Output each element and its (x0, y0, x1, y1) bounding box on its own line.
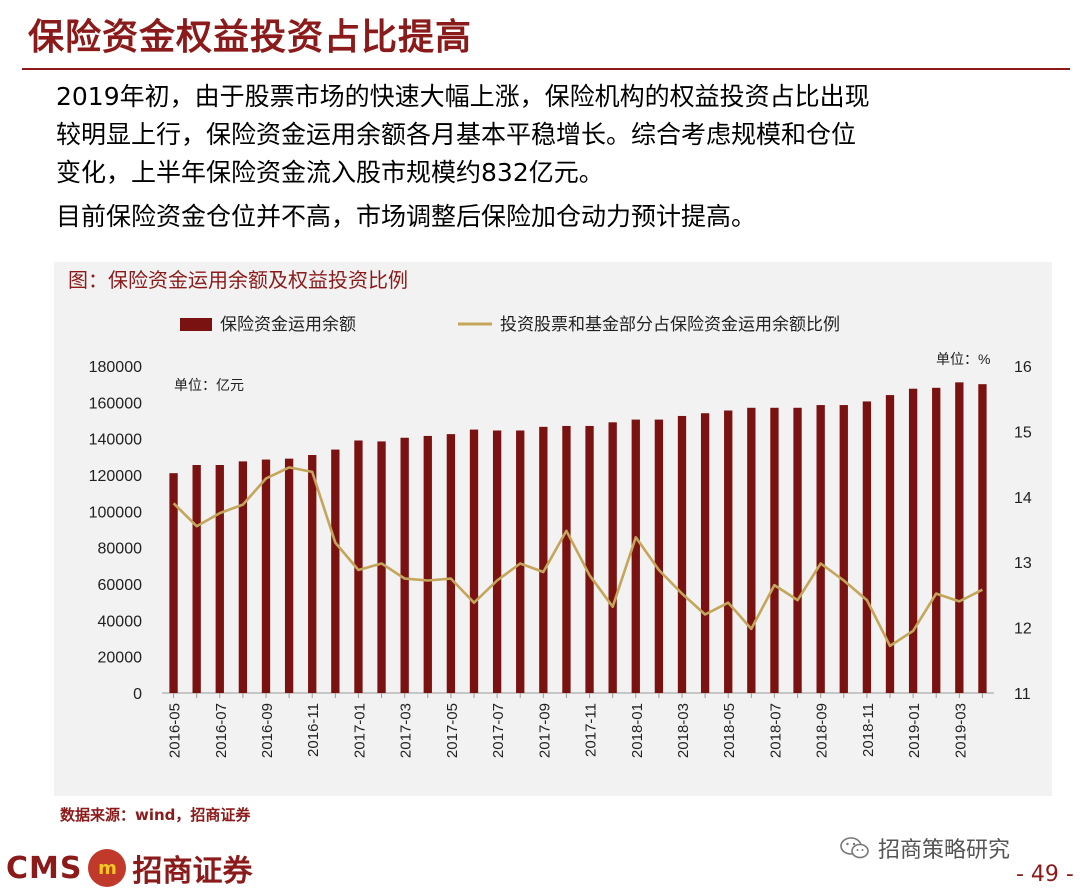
legend-line-label: 投资股票和基金部分占保险资金运用余额比例 (500, 315, 840, 334)
bar-2018-07 (770, 407, 779, 693)
left-axis-tick-label: 80000 (98, 541, 143, 558)
right-axis-unit: 单位：% (936, 351, 990, 367)
x-tick-label: 2019-03 (952, 703, 969, 758)
bar-2017-12 (608, 422, 617, 693)
bar-2019-04 (978, 384, 987, 693)
bar-2018-02 (654, 419, 664, 693)
page-number: - 49 - (1016, 862, 1074, 887)
x-tick-label: 2018-03 (675, 703, 692, 758)
intro-line-3: 变化，上半年保险资金流入股市规模约832亿元。 (56, 158, 604, 187)
x-tick-label: 2016-05 (167, 703, 184, 758)
slide-title: 保险资金权益投资占比提高 (28, 17, 473, 58)
left-axis-tick-label: 140000 (89, 432, 142, 449)
bar-2016-06 (192, 465, 201, 693)
bar-2016-08 (238, 461, 248, 693)
bar-2018-11 (862, 401, 872, 693)
left-axis-tick-label: 20000 (98, 650, 143, 667)
bar-2018-05 (724, 410, 733, 693)
legend-bar-label: 保险资金运用余额 (220, 315, 356, 334)
left-axis-tick-label: 0 (133, 686, 142, 703)
bar-2018-03 (677, 415, 687, 693)
x-tick-label: 2016-09 (259, 703, 276, 758)
right-axis-tick-label: 16 (1014, 359, 1032, 376)
bar-2017-07 (492, 430, 502, 693)
bar-2017-11 (585, 425, 594, 693)
chart-caption: 图：保险资金运用余额及权益投资比例 (68, 268, 408, 292)
bar-2018-04 (700, 413, 710, 693)
intro-paragraph: 2019年初，由于股票市场的快速大幅上涨，保险机构的权益投资占比出现 较明显上行… (56, 78, 1056, 192)
bar-2016-07 (215, 465, 224, 693)
bar-2018-06 (747, 407, 756, 693)
x-tick-label: 2018-01 (629, 703, 646, 758)
x-tick-label: 2017-07 (490, 703, 507, 758)
x-tick-label: 2017-05 (444, 703, 461, 758)
left-axis-tick-label: 160000 (89, 395, 142, 412)
wechat-account-name: 招商策略研究 (878, 838, 1011, 863)
left-axis-unit: 单位：亿元 (174, 377, 244, 393)
bar-2016-12 (331, 449, 340, 693)
x-tick-label: 2019-01 (906, 703, 923, 758)
x-tick-label: 2018-09 (814, 703, 831, 758)
x-tick-label: 2018-11 (860, 703, 877, 757)
bar-2016-09 (261, 459, 271, 693)
bar-2017-03 (400, 437, 409, 693)
x-tick-label: 2017-03 (398, 703, 415, 758)
bar-2017-10 (562, 425, 571, 693)
left-axis-tick-label: 100000 (89, 504, 142, 521)
left-axis-tick-label: 60000 (98, 577, 143, 594)
bar-2017-06 (469, 429, 479, 693)
right-axis-tick-label: 15 (1014, 424, 1032, 441)
bar-2017-01 (354, 440, 363, 693)
cms-logo: CMS m 招商证券 (6, 846, 252, 890)
bar-2018-09 (816, 405, 825, 693)
bar-2017-08 (516, 430, 525, 693)
right-axis-tick-label: 13 (1014, 555, 1032, 572)
cms-emblem-icon: m (88, 849, 127, 887)
bar-2016-11 (308, 455, 317, 693)
outlook-paragraph: 目前保险资金仓位并不高，市场调整后保险加仓动力预计提高。 (56, 202, 757, 231)
bar-2017-04 (423, 435, 432, 693)
wechat-icon (840, 837, 869, 859)
intro-line-1: 2019年初，由于股票市场的快速大幅上涨，保险机构的权益投资占比出现 (56, 82, 870, 111)
left-axis-tick-label: 40000 (98, 613, 143, 630)
bar-2016-10 (284, 458, 294, 693)
bar-2018-01 (631, 419, 640, 693)
right-axis-tick-label: 12 (1014, 621, 1032, 638)
x-tick-label: 2018-07 (767, 703, 784, 758)
bar-2017-05 (446, 434, 456, 693)
right-axis-tick-label: 11 (1014, 686, 1031, 703)
bar-2019-02 (932, 387, 941, 693)
x-tick-label: 2016-07 (213, 703, 230, 758)
bar-2019-03 (955, 382, 964, 693)
insurance-fund-chart: 0 20000 40000 60000 80000 100000 120000 140000 1… (89, 315, 1032, 758)
bar-2018-10 (839, 405, 848, 693)
bar-2017-02 (377, 441, 386, 693)
bar-2019-01 (908, 388, 918, 693)
x-tick-label: 2017-01 (351, 703, 368, 758)
bar-2018-08 (793, 407, 802, 693)
equity-ratio-line (172, 466, 983, 648)
legend-bar-swatch (180, 318, 212, 331)
bar-2016-05 (169, 473, 178, 693)
bar-2017-09 (539, 426, 548, 693)
brand-name: 招商证券 (132, 854, 253, 889)
x-tick-label: 2017-11 (583, 703, 600, 757)
x-tick-label: 2016-11 (305, 703, 322, 757)
x-tick-label: 2017-09 (536, 703, 553, 758)
left-axis-tick-label: 120000 (89, 468, 142, 485)
data-source: 数据来源：wind，招商证券 (60, 806, 251, 824)
intro-line-2: 较明显上行，保险资金运用余额各月基本平稳增长。综合考虑规模和仓位 (56, 120, 857, 149)
right-axis-tick-label: 14 (1014, 490, 1032, 507)
bar-2018-12 (885, 395, 895, 693)
title-divider (22, 68, 1070, 70)
left-axis-tick-label: 180000 (89, 359, 142, 376)
cms-logo-text: CMS (6, 850, 83, 886)
x-tick-label: 2018-05 (721, 703, 738, 758)
wechat-account: 招商策略研究 (840, 832, 1010, 864)
